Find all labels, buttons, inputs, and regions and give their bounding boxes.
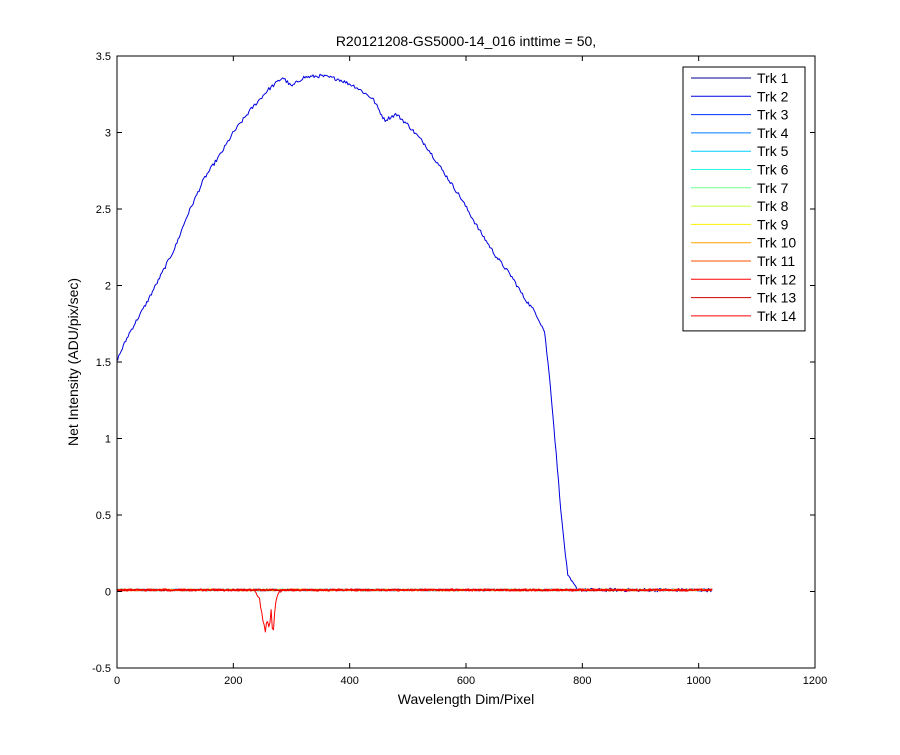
x-axis: 0 200 400 600 800 1000 1200 bbox=[114, 56, 827, 687]
legend-box bbox=[682, 66, 806, 332]
legend: Trk 1 Trk 2 Trk 3 Trk 4 Trk 5 Trk 6 Trk 7 Trk 8… bbox=[682, 66, 806, 332]
y-tick-label: 1.5 bbox=[96, 357, 111, 369]
plot-lines bbox=[117, 73, 713, 633]
legend-label: Trk 7 bbox=[757, 180, 789, 196]
chart-title: R20121208-GS5000-14_016 inttime = 50, bbox=[336, 33, 596, 49]
legend-label: Trk 13 bbox=[757, 290, 796, 306]
y-tick-label: 2.5 bbox=[96, 204, 111, 216]
y-tick-label: 1 bbox=[105, 434, 111, 446]
legend-label: Trk 8 bbox=[757, 198, 789, 214]
legend-label: Trk 1 bbox=[757, 70, 789, 86]
legend-label: Trk 5 bbox=[757, 143, 789, 159]
x-tick-label: 600 bbox=[457, 675, 475, 687]
legend-label: Trk 3 bbox=[757, 107, 789, 123]
legend-label: Trk 14 bbox=[757, 308, 796, 324]
y-axis: -0.5 0 0.5 1 1.5 2 2.5 3 3.5 bbox=[92, 51, 815, 675]
y-tick-label: 0.5 bbox=[96, 510, 111, 522]
x-tick-label: 200 bbox=[224, 675, 242, 687]
x-tick-label: 400 bbox=[340, 675, 358, 687]
x-tick-label: 1200 bbox=[803, 675, 827, 687]
legend-label: Trk 11 bbox=[757, 253, 795, 269]
x-axis-label: Wavelength Dim/Pixel bbox=[398, 691, 534, 707]
y-tick-label: 2 bbox=[105, 281, 111, 293]
x-tick-label: 1000 bbox=[686, 675, 710, 687]
y-tick-label: -0.5 bbox=[92, 663, 111, 675]
series-line-trk-14 bbox=[117, 588, 713, 633]
y-axis-label: Net Intensity (ADU/pix/sec) bbox=[65, 278, 81, 446]
legend-label: Trk 2 bbox=[757, 88, 789, 104]
legend-label: Trk 12 bbox=[757, 271, 796, 287]
legend-label: Trk 6 bbox=[757, 162, 789, 178]
x-tick-label: 0 bbox=[114, 675, 120, 687]
legend-label: Trk 9 bbox=[757, 216, 789, 232]
series-line-trk-2 bbox=[117, 73, 713, 593]
x-tick-label: 800 bbox=[573, 675, 591, 687]
y-tick-label: 0 bbox=[105, 587, 111, 599]
legend-label: Trk 4 bbox=[757, 125, 789, 141]
y-tick-label: 3.5 bbox=[96, 51, 111, 63]
legend-label: Trk 10 bbox=[757, 235, 796, 251]
y-tick-label: 3 bbox=[105, 128, 111, 140]
